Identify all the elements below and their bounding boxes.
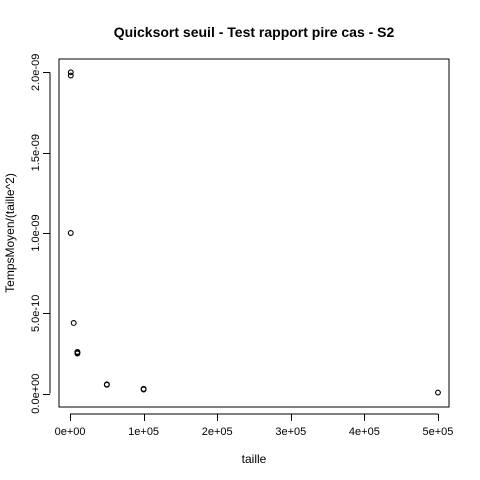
data-point xyxy=(67,69,74,76)
y-axis-label: TempsMoyen/(taille^2) xyxy=(3,173,17,293)
data-point xyxy=(70,320,77,326)
y-axis: 0.0e+00 5.0e-10 1.0e-09 1.5e-09 2.0e-09 xyxy=(30,54,51,414)
data-point xyxy=(103,381,110,388)
x-tick-label: 3e+05 xyxy=(275,426,306,438)
chart-title: Quicksort seuil - Test rapport pire cas … xyxy=(114,24,395,40)
data-point xyxy=(435,389,441,396)
y-tick-label: 2.0e-09 xyxy=(30,54,42,91)
x-tick-label: 1e+05 xyxy=(128,426,159,438)
x-tick-label: 4e+05 xyxy=(349,426,380,438)
y-tick-label: 0.0e+00 xyxy=(30,374,42,414)
y-tick-label: 1.5e-09 xyxy=(30,134,42,171)
plot-frame xyxy=(58,58,450,408)
data-point xyxy=(74,350,81,357)
y-tick-label: 1.0e-09 xyxy=(30,214,42,251)
y-tick-label: 5.0e-10 xyxy=(30,295,42,332)
x-tick-label: 2e+05 xyxy=(202,426,233,438)
x-axis: 0e+00 1e+05 2e+05 3e+05 4e+05 5e+05 xyxy=(55,413,454,438)
data-point xyxy=(67,72,74,79)
x-axis-label: taille xyxy=(242,452,267,466)
data-point xyxy=(67,230,74,236)
x-tick-label: 0e+00 xyxy=(55,426,86,438)
data-points xyxy=(67,69,441,396)
data-point xyxy=(140,386,147,393)
x-tick-label: 5e+05 xyxy=(423,426,454,438)
